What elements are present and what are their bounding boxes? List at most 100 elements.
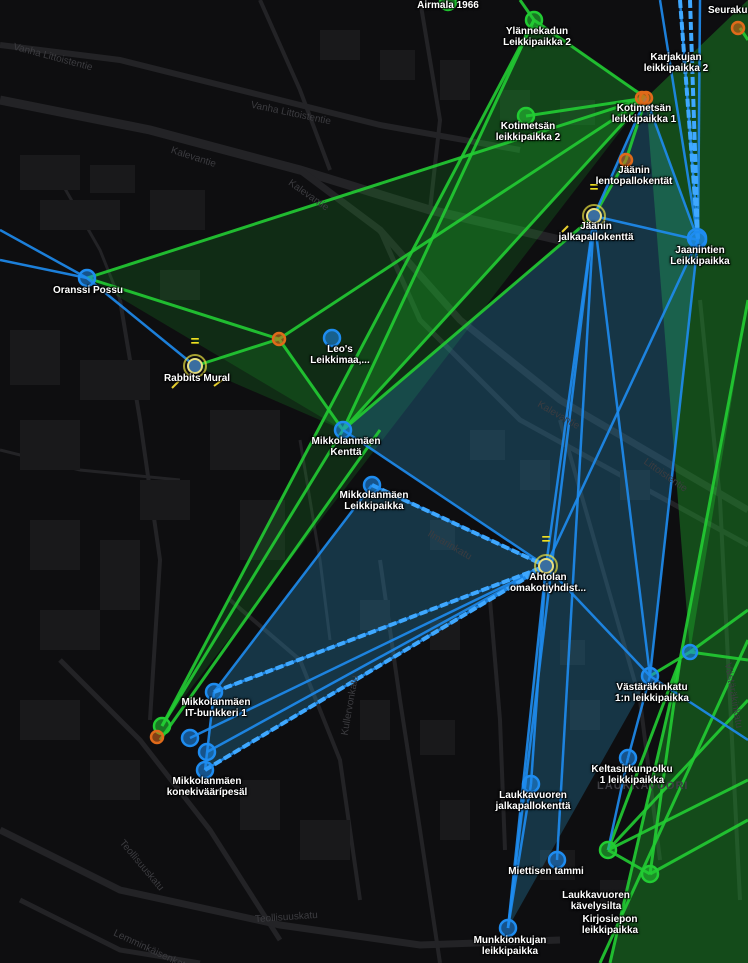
portal-label-mikkit[interactable]: Mikkolanmäen IT-bunkkeri 1 (181, 697, 251, 719)
blue-field (508, 566, 650, 928)
portal-marker-kotimetsan1 (634, 90, 650, 106)
green-link (649, 818, 748, 876)
blue-link (658, 0, 700, 241)
portal-marker-kotimetsan2 (516, 106, 536, 126)
portal-marker-ahtolan (534, 554, 558, 578)
blue-link (506, 783, 533, 929)
portal-label-jaanintien[interactable]: Jaanintien Leikkipaikka (670, 245, 730, 267)
portal-markers: = = = (77, 0, 746, 938)
green-link (341, 96, 648, 432)
portal-marker-mikkkentta (333, 420, 353, 440)
portal-label-seurak[interactable]: Seuraku (708, 5, 748, 16)
green-link (606, 659, 682, 851)
green-field (195, 339, 343, 430)
blue-link (644, 97, 700, 241)
green-link (342, 214, 595, 432)
blue-field (343, 216, 594, 566)
blue-link (626, 675, 652, 759)
green-link (278, 96, 647, 341)
portal-marker-laukkakavely (598, 840, 618, 860)
blue-link-bundle (203, 564, 548, 772)
portal-label-ylannekadun[interactable]: Ylännekadun Leikkipaikka 2 (503, 26, 571, 48)
portal-marker (197, 742, 217, 762)
green-link (194, 337, 280, 368)
portal-marker-oranssi (77, 268, 97, 288)
neutral-marker: = (542, 531, 551, 548)
portal-marker-airmala (438, 0, 458, 12)
portal-label-munkkion[interactable]: Munkkionkujan leikkipaikka (473, 935, 547, 957)
portal-label-oranssi[interactable]: Oranssi Possu (52, 285, 124, 296)
blue-link (648, 239, 700, 677)
portal-marker-munkkion (498, 918, 518, 938)
portal-marker-vastara (640, 666, 660, 686)
claim-tick (171, 379, 181, 389)
blue-link (545, 565, 651, 677)
blue-field (214, 485, 546, 692)
portal-marker-keltasirkun (618, 748, 638, 768)
portal-label-mikkkone[interactable]: Mikkolanmäen konekiväärípesäl (166, 776, 248, 798)
portal-marker-mikkleikki (362, 475, 382, 495)
green-link (689, 608, 748, 654)
portal-marker-ylannekadun (524, 10, 544, 30)
portal-label-kotimetsan2[interactable]: Kotimetsän leikkipaikka 2 (495, 121, 561, 143)
portal-label-miettisen[interactable]: Miettisen tammi (508, 866, 584, 877)
portal-label-jaaninlento[interactable]: Jäänin lentopallokentät (595, 165, 673, 187)
green-link (277, 338, 345, 431)
portal-marker (686, 227, 708, 249)
portal-label-airmala[interactable]: Airmala 1966 (417, 0, 479, 11)
green-link (86, 96, 647, 280)
blue-link-bundle (688, 0, 700, 241)
portal-label-kotimetsan1[interactable]: Kotimetsän leikkipaikka 1 (611, 103, 677, 125)
claim-tick (213, 379, 223, 387)
portal-label-leos[interactable]: Leo's Leikkimaa,... (310, 344, 370, 366)
blue-link (593, 214, 699, 242)
blue-link (342, 428, 547, 568)
green-field (87, 98, 646, 430)
blue-field (594, 98, 698, 240)
portal-marker-laukkajalka (521, 774, 541, 794)
portal-marker-rabbits (183, 354, 207, 378)
district-label: LAUKKAVUORI (597, 780, 689, 792)
portal-label-laukkakavely[interactable]: Laukkavuoren kävelysilta (562, 890, 630, 912)
portal-marker-leos (322, 328, 342, 348)
portal-marker (271, 331, 287, 347)
portal-label-kirjosiepon[interactable]: Kirjosiepon leikkipaikka (581, 914, 639, 936)
green-link (341, 19, 536, 431)
green-link (525, 96, 647, 118)
portal-marker-seurak (730, 20, 746, 36)
blue-link (213, 484, 373, 693)
green-link (533, 18, 647, 100)
green-link (678, 299, 748, 661)
portal-marker-jaaninlento (618, 152, 634, 168)
blue-link-bundle (371, 483, 547, 568)
portal-label-jaaninjalka[interactable]: Jäänin jalkapallokenttä (558, 221, 634, 243)
portal-label-vastara[interactable]: Västäräkinkatu 1:n leikkipaikka (615, 682, 689, 704)
green-link (648, 659, 682, 875)
portal-marker (681, 643, 699, 661)
portal-label-laukkajalka[interactable]: Laukkavuoren jalkapallokenttä (495, 790, 571, 812)
green-link (160, 19, 536, 727)
portal-label-karjakujan[interactable]: Karjakujan leikkipaikka 2 (643, 52, 709, 74)
portal-marker-mikkkone (195, 760, 215, 780)
green-field (646, 0, 748, 652)
blue-link (555, 215, 596, 861)
blue-link-bundle (213, 564, 547, 694)
blue-link (206, 564, 547, 754)
blue-link (0, 258, 88, 280)
portal-label-mikkleikki[interactable]: Mikkolanmäen Leikkipaikka (339, 490, 409, 512)
blue-link (86, 277, 196, 367)
portal-label-mikkkentta[interactable]: Mikkolanmäen Kenttä (311, 436, 381, 458)
blue-link (189, 564, 547, 740)
blue-link (0, 228, 88, 280)
green-link (598, 639, 748, 963)
portal-label-rabbits[interactable]: Rabbits Mural (163, 373, 231, 384)
blue-link (606, 757, 630, 851)
portal-label-ahtolan[interactable]: Ahtolan omakotiyhdist... (509, 572, 587, 594)
portal-label-keltasirkun[interactable]: Keltasirkunpolku 1 leikkipaikka (591, 764, 673, 786)
portal-marker (149, 729, 165, 745)
buildings (10, 30, 650, 910)
